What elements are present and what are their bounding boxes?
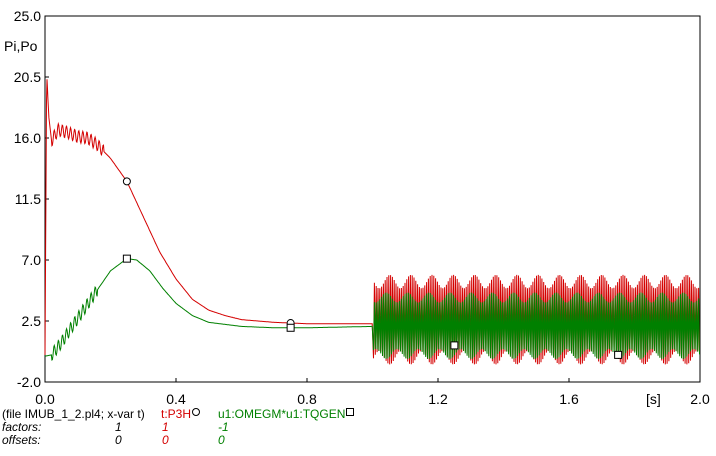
y-axis-label: Pi,Po bbox=[4, 38, 38, 54]
file-label: (file IMUB_1_2.pl4; x-var t) bbox=[2, 407, 145, 421]
offsets-label: offsets: bbox=[2, 433, 41, 447]
x-tick-label: 0.8 bbox=[297, 391, 317, 407]
square-marker bbox=[286, 323, 295, 332]
x-tick-label: 1.2 bbox=[428, 391, 448, 407]
x-tick-label: 0.4 bbox=[166, 391, 186, 407]
square-marker bbox=[450, 341, 459, 350]
square-marker bbox=[614, 350, 623, 359]
series-layer bbox=[44, 79, 700, 365]
circle-marker-icon bbox=[192, 408, 201, 416]
y-tick-label: -2.0 bbox=[17, 374, 41, 390]
y-tick-label: 7.0 bbox=[22, 252, 42, 268]
y-tick-label: 20.5 bbox=[14, 69, 41, 85]
y-tick-label: 2.5 bbox=[22, 313, 42, 329]
x-tick-label: 1.6 bbox=[559, 391, 579, 407]
square-marker bbox=[122, 254, 131, 263]
factor-series-2: -1 bbox=[218, 420, 229, 434]
offset-x: 0 bbox=[115, 433, 122, 447]
offset-series-2: 0 bbox=[218, 433, 225, 447]
x-ticks: 0.0 0.4 0.8 1.2 1.6 2.0 bbox=[35, 378, 710, 407]
y-ticks: -2.0 2.5 7.0 11.5 16.0 20.5 25.0 bbox=[14, 8, 49, 390]
x-axis-unit: [s] bbox=[646, 391, 661, 407]
y-tick-label: 16.0 bbox=[14, 130, 41, 146]
legend-series-2: u1:OMEGM*u1:TQGEN bbox=[218, 408, 355, 421]
x-tick-label: 2.0 bbox=[690, 391, 710, 407]
circle-marker bbox=[122, 177, 131, 186]
offset-series-1: 0 bbox=[162, 433, 169, 447]
y-tick-label: 25.0 bbox=[14, 8, 41, 24]
factor-x: 1 bbox=[115, 420, 122, 434]
square-marker-icon bbox=[346, 408, 355, 416]
y-tick-label: 11.5 bbox=[15, 191, 41, 207]
legend-series-1: t:P3H bbox=[161, 408, 201, 421]
x-tick-label: 0.0 bbox=[35, 391, 55, 407]
chart: Pi,Po [s] -2.0 2.5 7.0 11.5 16.0 20.5 25.0 0.0… bbox=[4, 8, 710, 407]
factor-series-1: 1 bbox=[162, 420, 169, 434]
factors-label: factors: bbox=[2, 420, 42, 434]
